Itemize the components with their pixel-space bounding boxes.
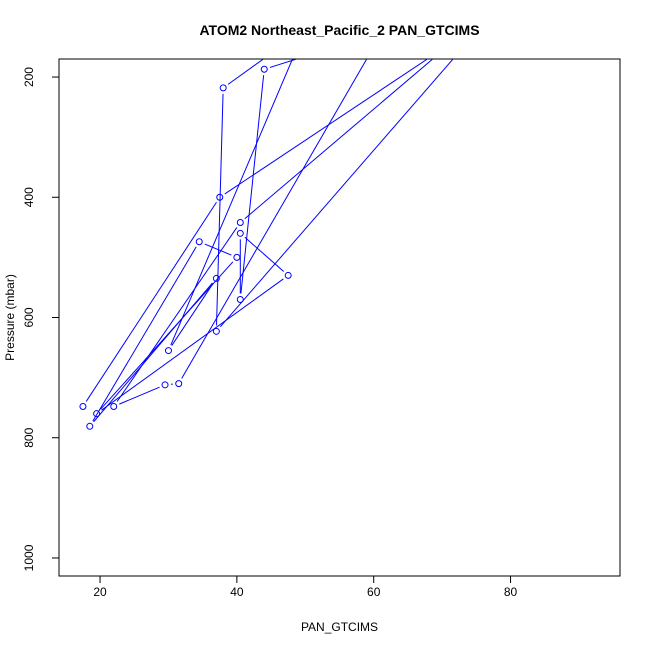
series-0-segment-18: [119, 386, 160, 405]
series-0-segment-0: [85, 202, 217, 402]
plot-frame: [58, 58, 621, 577]
y-tick-label-200: 200: [22, 67, 36, 87]
plot-area: [79, 44, 454, 430]
series-0-point-10: [86, 422, 94, 430]
chart-title: ATOM2 Northeast_Pacific_2 PAN_GTCIMS: [199, 22, 479, 38]
series-0-segment-15: [219, 59, 454, 328]
series-0-segment-6: [101, 278, 284, 411]
series-0-segment-1: [224, 59, 429, 195]
x-tick-label-20: 20: [93, 585, 107, 599]
series-0-segment-20: [181, 59, 368, 379]
series-0-segment-12: [170, 59, 294, 346]
series-0-segment-3: [240, 75, 265, 294]
y-tick-label-1000: 1000: [22, 544, 36, 571]
series-0-point-6: [284, 271, 292, 279]
series-lines: [85, 59, 454, 423]
series-0-point-14: [219, 84, 227, 92]
series-0-segment-5: [244, 236, 285, 272]
series-0-point-18: [110, 402, 118, 410]
series-0-point-21: [371, 44, 377, 50]
series-0-point-19: [161, 381, 169, 389]
series-0-point-0: [79, 402, 87, 410]
series-0-segment-9: [92, 246, 197, 422]
series-points: [79, 44, 377, 430]
series-0-point-15: [212, 327, 220, 335]
series-0-point-11: [212, 274, 220, 282]
series-0-point-1: [216, 193, 224, 201]
series-0-point-12: [164, 347, 172, 355]
series-0-segment-11: [171, 283, 214, 346]
series-0-segment-16: [244, 59, 434, 220]
y-axis: 200 400 600 800 1000: [22, 67, 59, 571]
y-tick-label-400: 400: [22, 187, 36, 207]
x-tick-label-80: 80: [504, 585, 518, 599]
y-axis-label: Pressure (mbar): [3, 274, 17, 361]
x-tick-label-60: 60: [367, 585, 381, 599]
y-tick-label-600: 600: [22, 307, 36, 327]
y-tick-label-800: 800: [22, 427, 36, 447]
series-0-point-8: [233, 253, 241, 261]
series-0-point-17: [236, 219, 244, 227]
series-0-point-9: [195, 238, 203, 246]
series-0-segment-17: [116, 227, 238, 402]
series-0-point-4: [236, 295, 244, 303]
series-0-segment-14: [216, 93, 224, 326]
series-0-point-3: [260, 65, 268, 73]
series-0-point-5: [236, 229, 244, 237]
series-0-segment-8: [204, 243, 232, 256]
series-0-segment-10: [93, 282, 213, 423]
x-axis-label: PAN_GTCIMS: [301, 620, 378, 634]
series-0-point-20: [175, 380, 183, 388]
series-0-point-7: [93, 410, 101, 418]
series-0-segment-13: [227, 59, 265, 85]
x-axis: 20 40 60 80: [93, 576, 518, 599]
x-tick-label-40: 40: [230, 585, 244, 599]
